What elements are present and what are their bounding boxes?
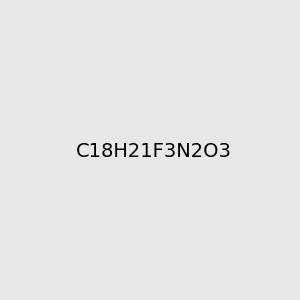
Text: C18H21F3N2O3: C18H21F3N2O3 [76,142,232,161]
